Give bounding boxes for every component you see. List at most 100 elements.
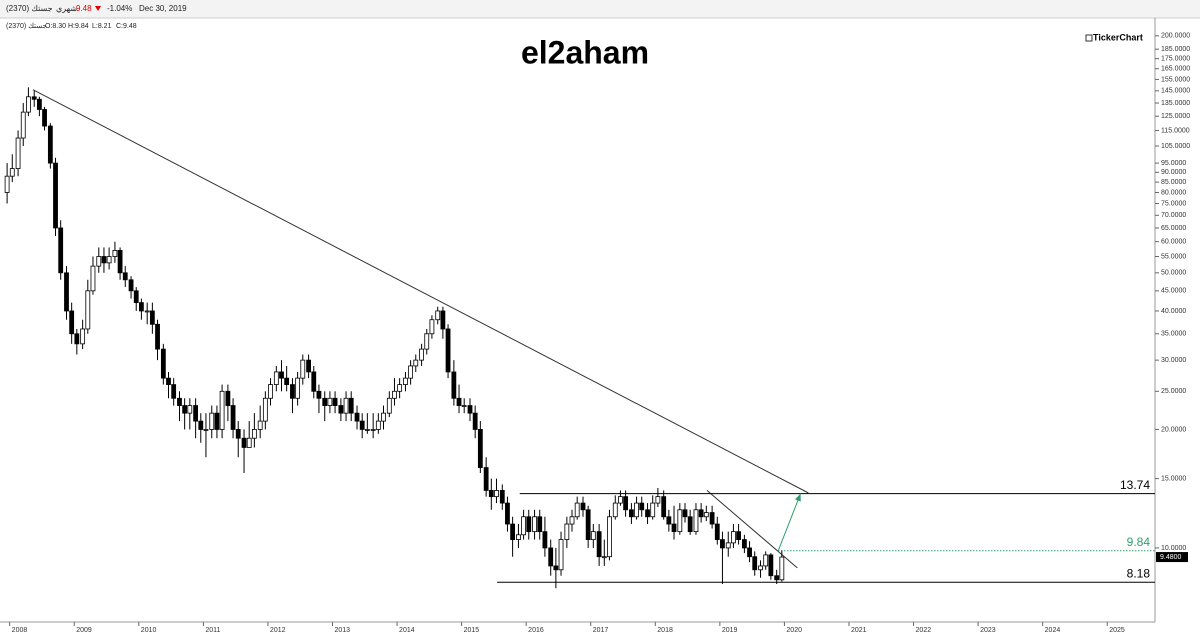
candle-body	[607, 516, 612, 558]
x-tick-label: 2008	[12, 627, 28, 634]
candle-body	[703, 512, 709, 518]
candle-body	[203, 429, 209, 431]
candle-body	[209, 412, 215, 430]
y-tick-label: 25.0000	[1161, 388, 1186, 395]
candle-body	[85, 290, 91, 330]
candle-body	[322, 397, 328, 406]
arrow-head	[794, 493, 801, 502]
x-tick-label: 2010	[141, 627, 157, 634]
candle-body	[90, 265, 96, 292]
brand-icon	[1085, 34, 1093, 42]
ohlc-open: O:8.30	[45, 23, 66, 30]
candle-body	[736, 531, 741, 540]
candle-body	[42, 109, 47, 127]
candle-body	[101, 256, 107, 264]
candle-body	[461, 405, 467, 407]
candle-body	[149, 310, 155, 325]
candle-body	[241, 437, 247, 448]
candle-body	[122, 272, 128, 281]
candle-body	[397, 384, 403, 392]
candle-body	[392, 390, 397, 399]
candle-body	[564, 523, 570, 540]
candle-body	[332, 397, 338, 406]
y-tick-label: 45.0000	[1161, 288, 1186, 295]
ohlc-low: L:8.21	[92, 23, 112, 30]
x-tick-label: 2023	[980, 627, 996, 634]
y-tick-label: 55.0000	[1161, 253, 1186, 260]
ohlc-symbol: جستك (2370)	[6, 22, 47, 30]
candle-body	[295, 377, 301, 399]
candle-body	[650, 502, 656, 518]
candle-body	[601, 556, 607, 559]
candle-body	[219, 390, 225, 430]
candle-body	[300, 359, 306, 379]
x-tick-label: 2015	[464, 627, 480, 634]
candle-body	[290, 384, 295, 399]
chart-title: el2aham	[521, 34, 649, 70]
candle-body	[370, 429, 376, 431]
candle-body	[182, 405, 188, 414]
y-tick-label: 50.0000	[1161, 270, 1186, 277]
y-tick-label: 80.0000	[1161, 189, 1186, 196]
candle-body	[408, 365, 414, 379]
candle-body	[548, 547, 554, 567]
candle-body	[585, 509, 591, 540]
candle-body	[166, 377, 171, 385]
candle-body	[645, 509, 650, 518]
candle-body	[257, 420, 263, 430]
candle-body	[403, 377, 408, 385]
candle-body	[709, 512, 715, 525]
y-tick-label: 95.0000	[1161, 160, 1186, 167]
candle-body	[574, 502, 580, 518]
price-tag	[1156, 552, 1188, 563]
candle-body	[456, 397, 462, 406]
candle-body	[386, 397, 392, 414]
candle-body	[419, 348, 424, 361]
candle-body	[779, 556, 785, 581]
x-tick-label: 2014	[399, 627, 415, 634]
candle-body	[521, 516, 526, 536]
candle-body	[763, 554, 769, 567]
x-tick-label: 2021	[851, 627, 867, 634]
candle-body	[279, 371, 284, 379]
candle-body	[677, 509, 683, 533]
candle-body	[225, 390, 231, 406]
y-tick-label: 115.0000	[1161, 127, 1190, 134]
candle-body	[58, 227, 64, 274]
candle-body	[741, 539, 747, 549]
candle-body	[682, 509, 688, 518]
candle-body	[451, 371, 457, 399]
ohlc-close: C:9.48	[116, 23, 137, 30]
candle-body	[714, 523, 720, 540]
candle-body	[177, 397, 182, 406]
candle-body	[693, 509, 699, 533]
candle-body	[354, 412, 360, 422]
y-tick-label: 185.0000	[1161, 46, 1190, 53]
candle-body	[516, 534, 521, 540]
candle-body	[639, 502, 645, 511]
y-tick-label: 65.0000	[1161, 225, 1186, 232]
y-tick-label: 175.0000	[1161, 56, 1190, 63]
candle-body	[15, 137, 21, 169]
candle-body	[553, 565, 559, 571]
candle-body	[623, 496, 628, 511]
candle-body	[472, 412, 478, 430]
candle-body	[187, 405, 193, 414]
symbol: جستك (2370)	[6, 4, 53, 13]
candle-body	[230, 405, 236, 430]
y-tick-label: 85.0000	[1161, 179, 1186, 186]
candle-body	[316, 390, 322, 399]
candle-body	[774, 575, 780, 581]
y-tick-label: 125.0000	[1161, 113, 1190, 120]
candle-body	[618, 496, 623, 504]
candle-body	[26, 96, 31, 113]
candle-body	[526, 516, 532, 533]
y-tick-label: 105.0000	[1161, 143, 1190, 150]
candle-body	[284, 377, 290, 385]
candle-body	[375, 420, 381, 430]
candle-body	[348, 397, 354, 414]
candle-body	[494, 490, 499, 498]
y-tick-label: 155.0000	[1161, 76, 1190, 83]
x-tick-label: 2022	[916, 627, 932, 634]
x-tick-label: 2018	[657, 627, 673, 634]
